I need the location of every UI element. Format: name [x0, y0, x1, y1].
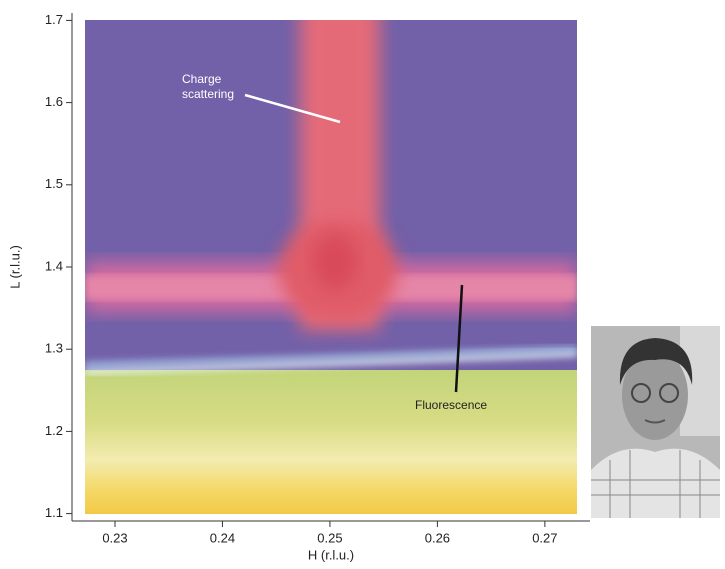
y-tick-label: 1.6	[45, 94, 63, 109]
x-axis-label: H (r.l.u.)	[308, 547, 354, 562]
heatmap-field	[85, 20, 577, 514]
y-tick-label: 1.4	[45, 258, 63, 273]
x-tick-label: 0.23	[102, 530, 127, 545]
annotation-arrow	[454, 284, 464, 393]
y-tick-label: 1.5	[45, 176, 63, 191]
x-tick-label: 0.25	[317, 530, 342, 545]
y-tick-label: 1.1	[45, 505, 63, 520]
annotation-arrow	[244, 93, 341, 124]
y-tick-label: 1.2	[45, 423, 63, 438]
annotation: Fluorescence	[415, 398, 487, 412]
annotation: Charge	[182, 72, 222, 86]
x-tick-label: 0.26	[425, 530, 450, 545]
photo	[591, 326, 720, 518]
x-tick-label: 0.27	[532, 530, 557, 545]
y-tick-label: 1.3	[45, 341, 63, 356]
annotation: scattering	[182, 87, 234, 101]
y-axis-label: L (r.l.u.)	[7, 245, 22, 289]
y-tick-label: 1.7	[45, 12, 63, 27]
x-tick-label: 0.24	[210, 530, 235, 545]
